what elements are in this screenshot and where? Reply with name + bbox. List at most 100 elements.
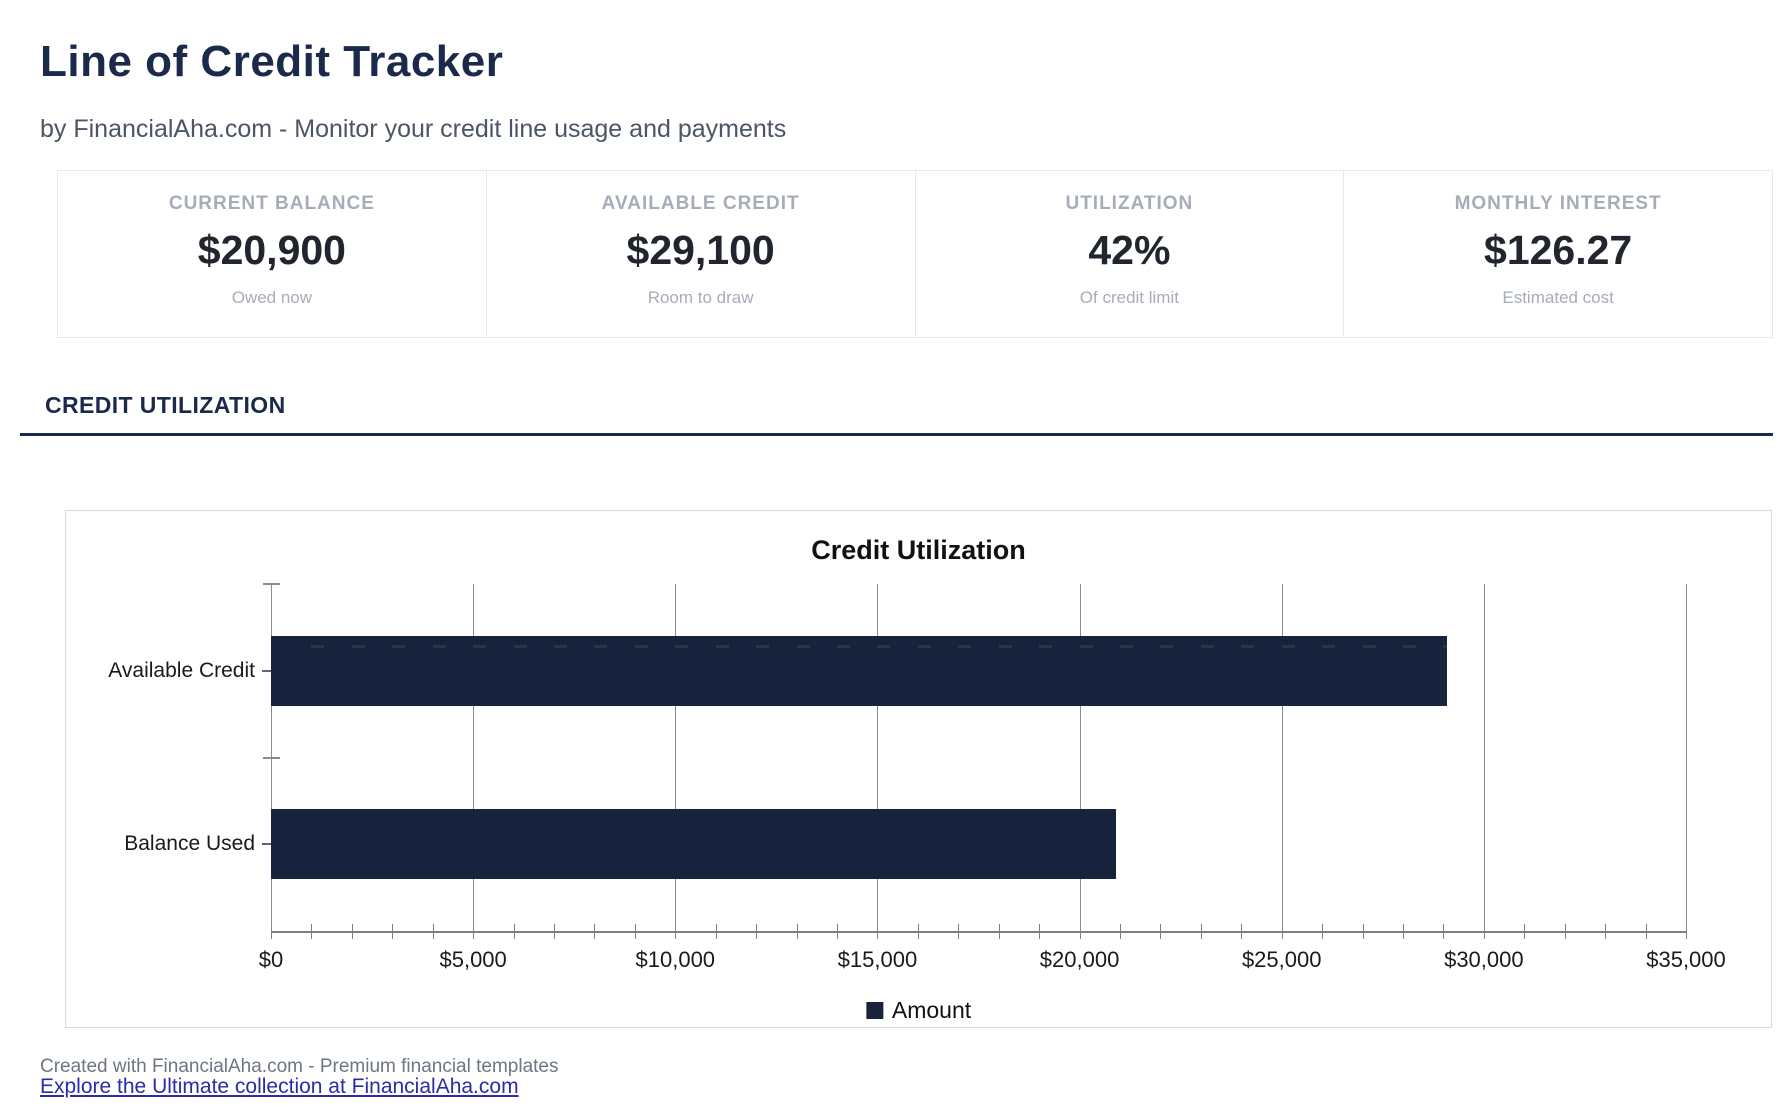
x-gridline bbox=[877, 584, 879, 931]
bar-texture-dash bbox=[1160, 644, 1174, 648]
legend-amount-swatch-icon bbox=[865, 1002, 883, 1019]
x-tick-label: $25,000 bbox=[1241, 947, 1322, 972]
stat-caption: Room to draw bbox=[647, 288, 754, 307]
stat-value: 42% bbox=[1088, 227, 1171, 273]
x-minor-tick bbox=[1443, 924, 1445, 939]
bar-available-credit bbox=[271, 635, 1448, 706]
bar-balance-used bbox=[271, 809, 1116, 880]
x-minor-tick bbox=[392, 924, 394, 939]
x-major-tick bbox=[1483, 931, 1485, 939]
bar-texture-dash bbox=[432, 644, 446, 648]
x-minor-tick bbox=[513, 924, 515, 939]
bar-texture-dash bbox=[958, 644, 972, 648]
category-tick bbox=[262, 843, 271, 846]
x-tick-label: $35,000 bbox=[1646, 947, 1726, 972]
x-minor-tick bbox=[1605, 924, 1607, 939]
x-gridline bbox=[1281, 584, 1283, 931]
bar-texture-dash bbox=[756, 644, 770, 648]
category-tick bbox=[262, 669, 271, 672]
x-minor-tick bbox=[756, 924, 758, 939]
bar-texture-dash bbox=[1200, 644, 1214, 648]
x-minor-tick bbox=[1200, 924, 1202, 939]
x-minor-tick bbox=[1403, 924, 1404, 939]
x-tick-label: $15,000 bbox=[837, 947, 918, 972]
x-tick-label: $0 bbox=[258, 947, 284, 972]
category-boundary-tick bbox=[263, 583, 280, 585]
x-major-tick bbox=[877, 931, 879, 939]
x-minor-tick bbox=[634, 924, 636, 939]
page-title: Line of Credit Tracker bbox=[40, 37, 504, 87]
x-tick-label: $10,000 bbox=[635, 947, 716, 972]
bar-texture-dash bbox=[998, 644, 1012, 648]
credit-utilization-chart: Credit Utilization $0 $5,000 $10,000 $15,00… bbox=[65, 510, 1772, 1028]
stat-card-utilization: UTILIZATION 42% Of credit limit bbox=[914, 171, 1344, 337]
page-footer-credit: Created with FinancialAha.com - Premium … bbox=[40, 1056, 559, 1077]
x-minor-tick bbox=[351, 924, 353, 939]
category-label: Available Credit bbox=[108, 658, 255, 682]
x-minor-tick bbox=[998, 924, 1000, 939]
x-tick-label: $5,000 bbox=[439, 947, 507, 972]
x-major-tick bbox=[675, 931, 677, 939]
bar-texture-dash bbox=[473, 644, 487, 648]
x-major-tick bbox=[473, 931, 475, 939]
bar-texture-dash bbox=[1443, 644, 1448, 648]
stat-card-monthly-interest: MONTHLY INTEREST $126.27 Estimated cost bbox=[1343, 171, 1772, 337]
stats-row: CURRENT BALANCE $20,900 Owed now AVAILAB… bbox=[57, 170, 1773, 338]
bar-texture-dash bbox=[513, 644, 527, 648]
x-major-tick bbox=[1079, 931, 1081, 939]
bar-texture-dash bbox=[715, 644, 729, 648]
stat-card-current-balance: CURRENT BALANCE $20,900 Owed now bbox=[58, 171, 486, 337]
section-heading-credit-utilization: CREDIT UTILIZATION bbox=[45, 392, 286, 418]
x-tick-label: $20,000 bbox=[1039, 947, 1120, 972]
x-gridline bbox=[473, 584, 475, 931]
chart-title: Credit Utilization bbox=[811, 535, 1026, 565]
legend-amount-label: Amount bbox=[891, 997, 972, 1023]
x-minor-tick bbox=[554, 924, 555, 939]
page-subtitle: by FinancialAha.com - Monitor your credi… bbox=[40, 115, 787, 143]
bar-texture-dash bbox=[1119, 644, 1133, 648]
bar-texture-dash bbox=[1079, 644, 1093, 648]
bar-texture-dash bbox=[1362, 644, 1376, 648]
section-divider bbox=[20, 433, 1773, 436]
bar-texture-dash bbox=[1241, 644, 1255, 648]
stat-caption: Owed now bbox=[231, 288, 313, 307]
x-minor-tick bbox=[594, 924, 596, 939]
stat-value: $29,100 bbox=[626, 227, 775, 273]
stat-value: $20,900 bbox=[197, 227, 346, 273]
bar-texture-dash bbox=[675, 644, 689, 648]
stat-label: UTILIZATION bbox=[1065, 193, 1194, 214]
x-minor-tick bbox=[796, 924, 798, 939]
stat-label: AVAILABLE CREDIT bbox=[601, 193, 800, 214]
x-minor-tick bbox=[715, 924, 717, 939]
bar-texture-dash bbox=[634, 644, 648, 648]
x-gridline bbox=[1079, 584, 1081, 931]
bar-texture-dash bbox=[311, 644, 325, 648]
bar-texture-dash bbox=[1402, 644, 1416, 648]
bar-texture-dash bbox=[796, 644, 810, 648]
category-boundary-tick bbox=[263, 756, 280, 759]
category-label: Balance Used bbox=[124, 832, 255, 856]
x-major-tick bbox=[271, 931, 272, 939]
stat-label: CURRENT BALANCE bbox=[168, 193, 375, 214]
x-minor-tick bbox=[917, 924, 919, 939]
chart-legend: Amount bbox=[865, 997, 972, 1024]
stat-caption: Of credit limit bbox=[1079, 288, 1179, 307]
bar-texture-dash bbox=[553, 644, 567, 648]
financialaha-collection-link[interactable]: Explore the Ultimate collection at Finan… bbox=[40, 1075, 519, 1098]
x-minor-tick bbox=[1241, 924, 1243, 939]
x-minor-tick bbox=[1524, 924, 1526, 939]
x-minor-tick bbox=[1362, 924, 1364, 939]
x-major-tick bbox=[1281, 931, 1283, 939]
x-gridline bbox=[675, 584, 677, 931]
x-minor-tick bbox=[432, 924, 434, 939]
x-minor-tick bbox=[1039, 924, 1041, 939]
x-minor-tick bbox=[1322, 924, 1324, 939]
bar-texture-dash bbox=[836, 644, 850, 648]
x-minor-tick bbox=[1160, 924, 1162, 939]
stat-label: MONTHLY INTEREST bbox=[1454, 193, 1662, 214]
x-tick-label: $30,000 bbox=[1444, 947, 1524, 972]
x-minor-tick bbox=[1120, 924, 1121, 939]
bar-texture-dash bbox=[1322, 644, 1336, 648]
x-gridline bbox=[1686, 584, 1687, 931]
x-minor-tick bbox=[1564, 924, 1566, 939]
